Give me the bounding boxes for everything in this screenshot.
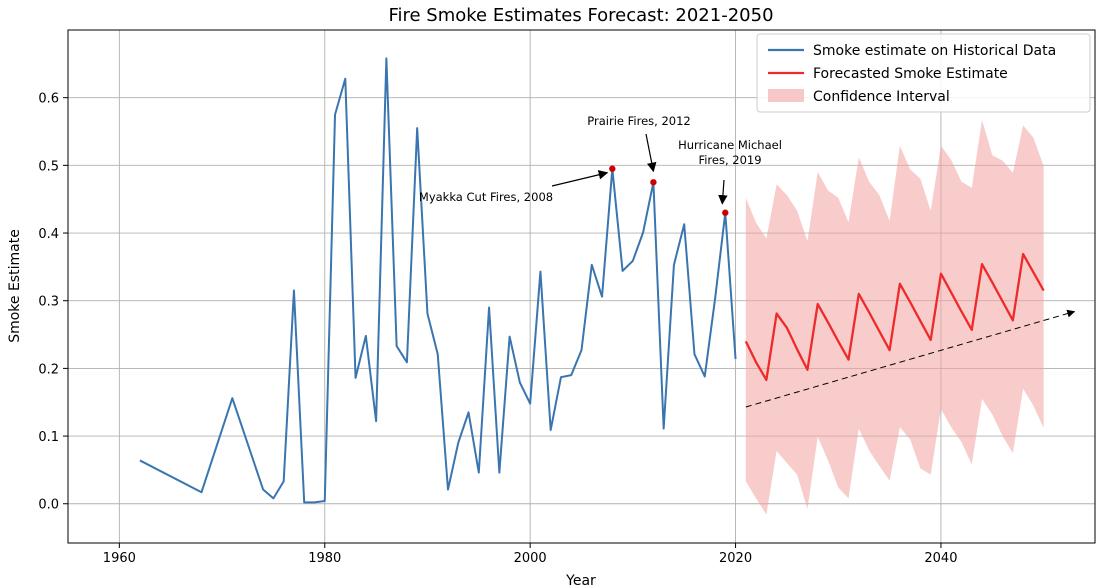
legend: Smoke estimate on Historical Data Foreca…: [756, 33, 1091, 113]
forecast-series-line: [744, 252, 1045, 382]
axis-ticks: 1960 1980 2000 2020 2040 0.0 0.1 0.2 0.3 0.4 0.5 0.…: [38, 92, 957, 566]
annotation-label-myakka: Myakka Cut Fires, 2008: [419, 190, 553, 204]
y-tick-label: 0.3: [38, 295, 59, 310]
legend-box: [756, 33, 1091, 113]
x-tick-label: 1980: [308, 551, 341, 566]
annotations: Myakka Cut Fires, 2008 Prairie Fires, 201…: [419, 114, 782, 204]
x-tick-label: 2000: [514, 551, 547, 566]
y-tick-label: 0.1: [38, 430, 59, 445]
legend-swatch-confidence: [768, 89, 804, 102]
annotation-arrow-myakka: [551, 170, 609, 187]
y-axis-label: Smoke Estimate: [7, 229, 23, 343]
trend-arrow: [745, 309, 1076, 408]
plot-area-frame: [67, 29, 1096, 544]
legend-label-forecast: Forecasted Smoke Estimate: [813, 66, 1008, 82]
annotation-label-prairie: Prairie Fires, 2012: [587, 114, 690, 128]
y-tick-label: 0.5: [38, 159, 59, 174]
y-tick-label: 0.2: [38, 362, 59, 377]
annotation-arrow-michael: [718, 179, 728, 205]
highlight-point-michael: [722, 209, 729, 216]
historical-series-line: [139, 57, 737, 504]
highlight-point-myakka: [609, 165, 616, 172]
x-axis-label: Year: [565, 573, 596, 588]
x-tick-label: 1960: [103, 551, 136, 566]
y-tick-label: 0.6: [38, 92, 59, 107]
annotation-label-michael: Hurricane Michael: [678, 138, 782, 152]
y-tick-label: 0.0: [38, 498, 59, 513]
highlight-point-prairie: [650, 179, 657, 186]
chart-title: Fire Smoke Estimates Forecast: 2021-2050: [388, 5, 773, 26]
legend-label-confidence: Confidence Interval: [813, 89, 950, 105]
annotation-label-michael: Fires, 2019: [698, 153, 761, 167]
x-tick-label: 2020: [719, 551, 752, 566]
legend-label-historical: Smoke estimate on Historical Data: [813, 43, 1056, 59]
annotation-arrow-prairie: [645, 133, 657, 173]
annotation-arrows: [551, 133, 1076, 408]
highlight-markers: [609, 165, 729, 216]
x-tick-label: 2040: [924, 551, 957, 566]
y-tick-label: 0.4: [38, 227, 59, 242]
series-lines: [139, 57, 1045, 504]
